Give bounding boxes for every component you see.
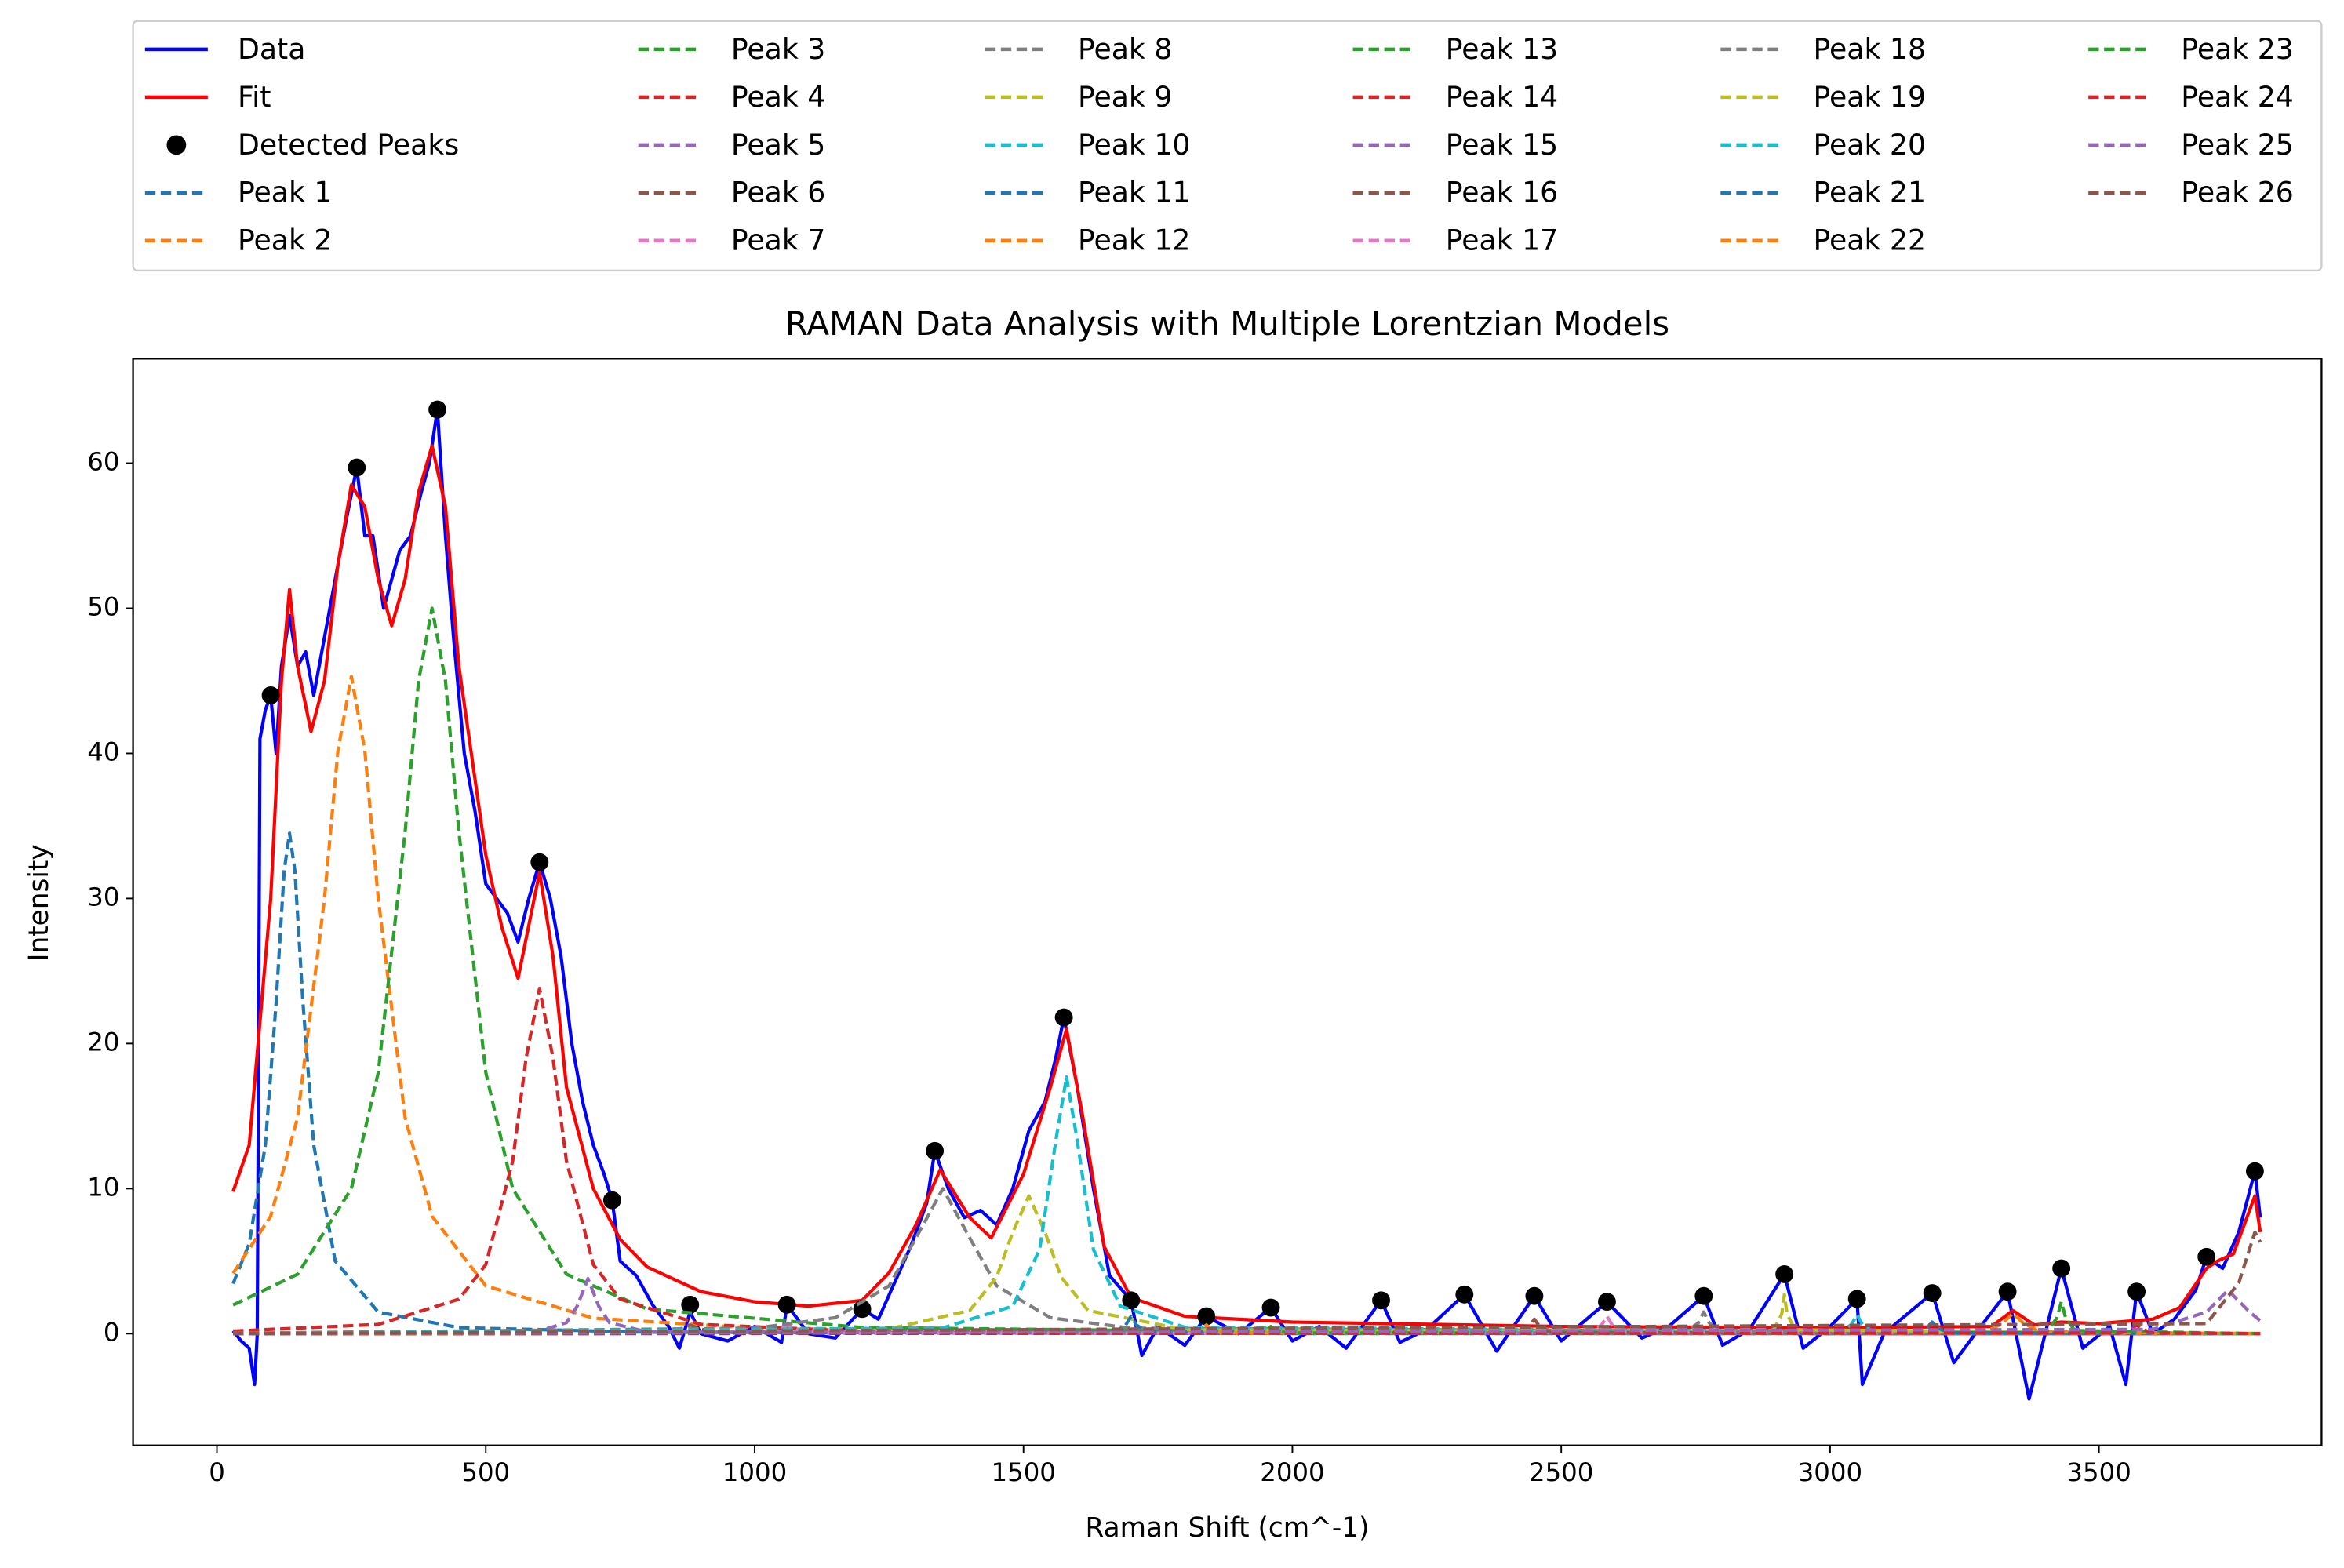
legend-label: Peak 9 [1078, 80, 1172, 114]
legend-label: Peak 18 [1814, 32, 1926, 66]
detected-peak [1122, 1291, 1141, 1310]
x-axis-label: Raman Shift (cm^-1) [1086, 1512, 1370, 1544]
detected-peak [1054, 1008, 1073, 1027]
y-tick-label: 0 [104, 1317, 120, 1347]
x-tick-label: 3500 [2066, 1457, 2131, 1487]
legend-label: Peak 21 [1814, 176, 1926, 209]
detected-peak [2197, 1247, 2216, 1266]
y-tick-label: 50 [87, 591, 119, 621]
detected-peak [926, 1141, 945, 1160]
component-line [233, 1317, 2261, 1336]
legend-label: Peak 11 [1078, 176, 1190, 209]
y-tick-label: 10 [87, 1172, 119, 1202]
detected-peak [777, 1295, 796, 1314]
detected-peak [1197, 1307, 1216, 1326]
legend-label: Peak 24 [2181, 80, 2293, 114]
legend-label: Peak 8 [1078, 32, 1172, 66]
detected-peak [530, 853, 549, 871]
legend-label: Peak 10 [1078, 128, 1190, 162]
legend-label: Peak 22 [1814, 224, 1926, 257]
legend-label: Peak 26 [2181, 176, 2293, 209]
detected-peak [428, 400, 447, 419]
legend-label: Peak 16 [1446, 176, 1558, 209]
plot-area [231, 400, 2264, 1401]
detected-peak [602, 1191, 621, 1210]
detected-peak [1847, 1290, 1866, 1308]
legend-label: Peak 20 [1814, 128, 1926, 162]
detected-peak [1775, 1265, 1794, 1283]
legend-label: Peak 15 [1446, 128, 1558, 162]
detected-peak [261, 686, 280, 704]
legend-marker [166, 135, 187, 155]
legend-label: Fit [238, 80, 271, 114]
x-tick-label: 1500 [992, 1457, 1056, 1487]
legend-label: Peak 12 [1078, 224, 1190, 257]
legend-label: Peak 6 [731, 176, 825, 209]
detected-peak [1598, 1293, 1616, 1312]
y-tick-label: 40 [87, 737, 119, 766]
component-line [233, 1187, 2261, 1336]
detected-peak [1455, 1285, 1474, 1304]
component-line [233, 1310, 2261, 1336]
legend-label: Peak 14 [1446, 80, 1558, 114]
legend-label: Peak 2 [238, 224, 332, 257]
detected-peak [2127, 1282, 2146, 1301]
legend-label: Peak 4 [731, 80, 825, 114]
component-line [233, 1230, 2262, 1336]
detected-peak [1923, 1284, 1942, 1302]
legend-label: Peak 5 [731, 128, 825, 162]
y-tick-label: 30 [87, 882, 119, 911]
legend-label: Data [238, 32, 305, 66]
legend-label: Peak 23 [2181, 32, 2293, 66]
legend-label: Peak 7 [731, 224, 825, 257]
detected-peak [348, 458, 366, 477]
legend-label: Peak 3 [731, 32, 825, 66]
detected-peak [2245, 1162, 2264, 1181]
detected-peak [1694, 1286, 1713, 1305]
legend-label: Peak 13 [1446, 32, 1558, 66]
x-tick-label: 3000 [1798, 1457, 1862, 1487]
component-line [231, 831, 2261, 1336]
detected-peak [1998, 1282, 2017, 1301]
detected-peak [2052, 1259, 2071, 1278]
detected-peak [1261, 1298, 1280, 1317]
legend-label: Peak 17 [1446, 224, 1558, 257]
x-tick-label: 2500 [1529, 1457, 1593, 1487]
x-tick-label: 500 [461, 1457, 510, 1487]
detected-peak [1525, 1286, 1544, 1305]
component-line [233, 1075, 2261, 1336]
legend-label: Peak 1 [238, 176, 332, 209]
legend-label: Detected Peaks [238, 128, 459, 162]
y-axis-label: Intensity [24, 844, 55, 961]
y-tick-label: 20 [87, 1027, 119, 1057]
x-tick-label: 2000 [1260, 1457, 1324, 1487]
chart-title: RAMAN Data Analysis with Multiple Lorent… [785, 304, 1669, 343]
legend-frame [132, 20, 2323, 272]
detected-peak [1372, 1291, 1390, 1310]
detected-peak [681, 1295, 700, 1314]
x-tick-label: 0 [209, 1457, 225, 1487]
axes-frame [132, 358, 2323, 1446]
legend-label: Peak 25 [2181, 128, 2293, 162]
component-line [233, 1194, 2261, 1336]
legend-label: Peak 19 [1814, 80, 1926, 114]
y-tick-label: 60 [87, 447, 119, 477]
x-tick-label: 1000 [722, 1457, 787, 1487]
